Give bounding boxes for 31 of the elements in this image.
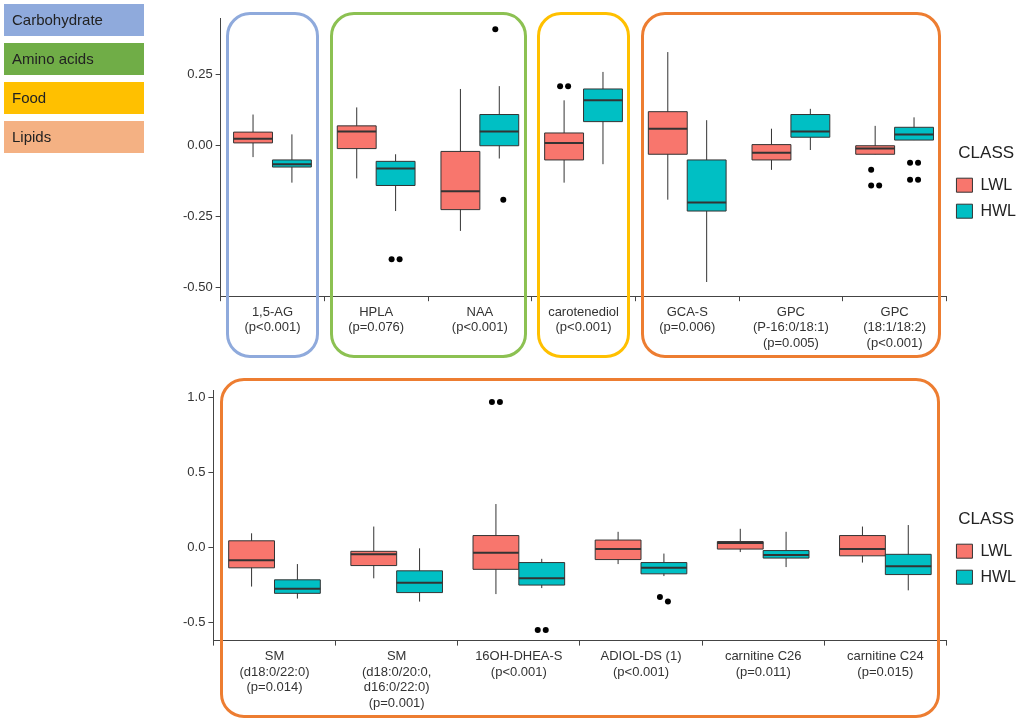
y-tick-label: 0.00: [187, 137, 213, 153]
y-tick-label: -0.50: [182, 279, 213, 295]
y-tick-label: 1.0: [187, 389, 206, 405]
y-tick-label: -0.5: [182, 614, 206, 630]
x-tick-label: GCA-S (p=0.006): [659, 303, 716, 335]
x-tick-label: GPC (18:1/18:2) (p<0.001): [863, 303, 927, 350]
x-tick-label: SM (d18:0/20:0, d16:0/22:0) (p=0.001): [361, 647, 432, 710]
text: Carbohydrate: [4, 4, 144, 36]
x-tick-label: SM (d18:0/22:0) (p=0.014): [239, 647, 310, 695]
legend-label: LWL: [980, 541, 1013, 559]
legend-title: CLASS: [958, 508, 1015, 528]
x-tick-label: ADIOL-DS (1) (p<0.001): [600, 647, 682, 679]
y-tick-label: 0.5: [187, 464, 206, 480]
legend-label: HWL: [980, 567, 1017, 585]
y-tick-label: -0.25: [182, 208, 213, 224]
text: Amino acids: [4, 43, 144, 75]
legend-label: LWL: [980, 175, 1013, 193]
x-tick-label: NAA (p<0.001): [451, 303, 508, 335]
x-tick-label: carnitine C24 (p=0.015): [847, 647, 924, 679]
y-tick-label: 0.0: [187, 539, 206, 555]
legend-label: HWL: [980, 201, 1017, 219]
x-tick-label: HPLA (p=0.076): [348, 303, 405, 335]
text: Food: [4, 82, 144, 114]
text: Lipids: [4, 121, 144, 153]
x-tick-label: GPC (P-16:0/18:1) (p=0.005): [752, 303, 829, 350]
x-tick-label: 1,5-AG (p<0.001): [244, 303, 301, 335]
x-tick-label: carotenediol (p<0.001): [548, 303, 620, 335]
y-tick-label: 0.25: [187, 66, 213, 82]
x-tick-label: carnitine C26 (p=0.011): [724, 647, 802, 679]
legend-title: CLASS: [958, 142, 1015, 162]
x-tick-label: 16OH-DHEA-S (p<0.001): [475, 647, 563, 679]
